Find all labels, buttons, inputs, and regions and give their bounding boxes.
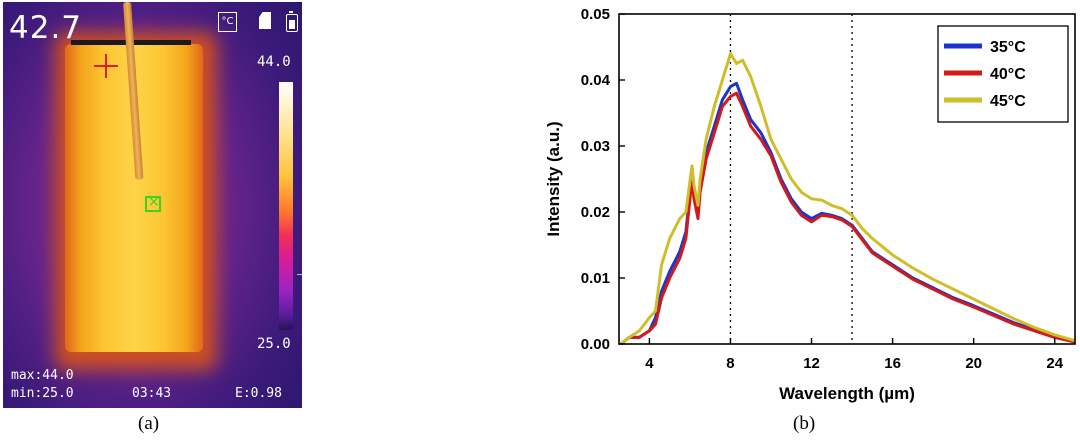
x-tick-label: 20: [965, 355, 982, 372]
thermal-camera-image: 42.7 °C 44.0 25.0 max:44.0 min:25.0 03:4…: [3, 2, 302, 408]
plot-frame: [618, 13, 1076, 345]
temperature-colorbar: [279, 82, 293, 330]
colorbar-max-label: 44.0: [257, 54, 291, 70]
series-line-2: [620, 91, 1076, 346]
crosshair-marker-icon: [94, 54, 118, 78]
y-tick-label: 0.05: [581, 6, 610, 23]
celsius-icon: °C: [218, 12, 237, 32]
sd-card-icon: [259, 12, 271, 29]
x-tick-label: 16: [884, 355, 901, 372]
legend-label: 40°C: [990, 66, 1026, 83]
temperature-reading: 42.7: [9, 10, 83, 46]
caption-b: (b): [793, 413, 816, 434]
battery-icon: [286, 11, 298, 32]
y-tick-label: 0.03: [581, 138, 610, 155]
legend-label: 45°C: [990, 93, 1026, 110]
x-tick-label: 8: [726, 355, 734, 372]
legend-label: 35°C: [990, 39, 1026, 56]
x-tick-label: 12: [803, 355, 820, 372]
min-temperature-stat: min:25.0: [11, 386, 74, 401]
spot-marker-icon: [145, 194, 161, 212]
colorbar-min-label: 25.0: [257, 336, 291, 352]
timestamp: 03:43: [132, 386, 172, 401]
x-tick-label: 4: [645, 355, 654, 372]
caption-a: (a): [138, 413, 160, 434]
x-tick-label: 24: [1046, 355, 1063, 372]
y-tick-label: 0.04: [581, 72, 611, 89]
x-axis-label: Wavelength (µm): [779, 384, 915, 403]
y-tick-label: 0.01: [581, 270, 610, 287]
emissivity-value: E:0.98: [235, 386, 282, 401]
y-tick-label: 0.00: [581, 336, 610, 353]
colorbar-tick: [297, 274, 302, 275]
series-line-3: [620, 52, 1076, 346]
max-temperature-stat: max:44.0: [11, 368, 74, 383]
spectrum-chart: 4 8 12 16 20 24 0.00 0.01 0.02 0.03 0.04 0.05 Wavele…: [544, 6, 1076, 403]
y-axis-label: Intensity (a.u.): [544, 121, 563, 236]
y-tick-label: 0.02: [581, 204, 610, 221]
